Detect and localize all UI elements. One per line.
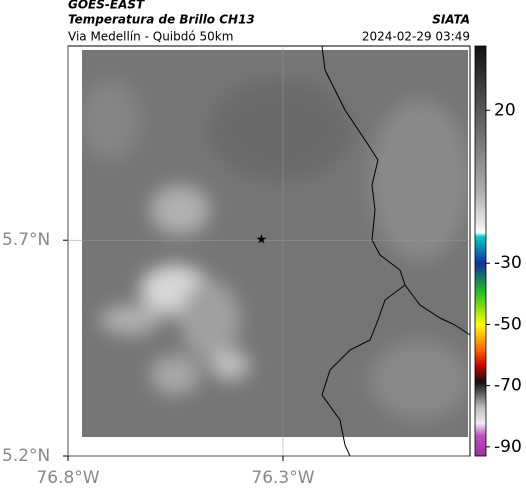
- border-line: [321, 45, 471, 457]
- colorbar-tick-label: 20: [494, 100, 516, 120]
- dynamic-layer: 5.7°N 5.2°N76.8°W 76.3°W ★ 20 -30 -50 -70 -90: [2, 46, 522, 488]
- lon-tick-label: 76.3°W: [251, 468, 314, 488]
- lat-tick-label: 5.7°N: [2, 230, 50, 250]
- colorbar-tick-label: -30: [494, 253, 522, 273]
- location-marker: ★: [256, 233, 268, 248]
- title: Temperatura de Brillo CH13: [68, 13, 255, 27]
- colorbar: [474, 45, 487, 457]
- colorbar-tick-label: -70: [494, 376, 522, 396]
- timestamp: 2024-02-29 03:49: [362, 30, 470, 44]
- satellite-image: [82, 50, 468, 437]
- lat-tick-label: 5.2°N: [2, 446, 50, 466]
- lon-tick-label: 76.8°W: [36, 468, 99, 488]
- subtitle: Via Medellín - Quibdó 50km: [68, 30, 233, 44]
- colorbar-tick-label: -50: [494, 314, 522, 334]
- colorbar-tick-label: -90: [494, 437, 522, 457]
- source: GOES-EAST: [68, 0, 145, 12]
- org: SIATA: [432, 13, 470, 27]
